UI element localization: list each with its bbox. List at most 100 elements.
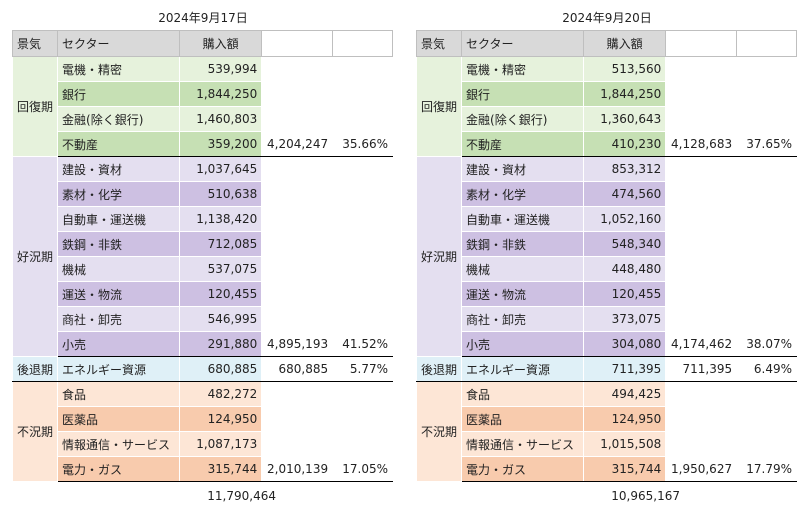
header-phase: 景気 <box>415 30 463 57</box>
empty-cell <box>261 381 334 407</box>
empty-cell <box>736 56 797 82</box>
sector-amount: 711,395 <box>582 356 667 382</box>
empty-cell <box>665 106 738 132</box>
sector-name: 商社・卸売 <box>461 306 584 332</box>
sector-amount: 546,995 <box>178 306 263 332</box>
table-row: 小売 304,080 4,174,462 38.07% <box>417 331 797 357</box>
sector-name: 不動産 <box>57 131 180 157</box>
sector-name: 不動産 <box>461 131 584 157</box>
sector-name: 情報通信・サービス <box>57 431 180 457</box>
sector-name: エネルギー資源 <box>461 356 584 382</box>
table-row: 不況期 食品 494,425 <box>415 381 797 482</box>
table-row: 鉄鋼・非鉄 712,085 <box>13 231 393 257</box>
sector-name: 食品 <box>461 381 584 407</box>
group-subtotal: 4,128,683 <box>665 131 738 157</box>
sector-name: 電力・ガス <box>57 456 180 482</box>
sector-name: 建設・資材 <box>461 156 584 182</box>
group-subtotal: 680,885 <box>261 356 334 382</box>
table-header-row: 景気 セクター 購入額 <box>11 30 393 57</box>
empty-cell <box>332 256 393 282</box>
date-label: 2024年9月20日 <box>562 11 652 25</box>
table-row: 回復期 電機・精密 513,560 <box>415 56 797 157</box>
sector-name: 医薬品 <box>57 406 180 432</box>
sector-amount: 315,744 <box>178 456 263 482</box>
table-row: 自動車・運送機 1,138,420 <box>13 206 393 232</box>
sector-name: 運送・物流 <box>461 281 584 307</box>
empty-cell <box>332 231 393 257</box>
empty-cell <box>332 156 393 182</box>
empty-cell <box>665 206 738 232</box>
table-row: 不動産 359,200 4,204,247 35.66% <box>13 131 393 157</box>
sector-name: 銀行 <box>461 81 584 107</box>
empty-cell <box>736 206 797 232</box>
group-subtotal: 4,895,193 <box>261 331 334 357</box>
empty-cell <box>261 81 334 107</box>
empty-cell <box>332 431 393 457</box>
sector-amount: 291,880 <box>178 331 263 357</box>
table-row: 金融(除く銀行) 1,360,643 <box>417 106 797 132</box>
table-row: 運送・物流 120,455 <box>417 281 797 307</box>
empty-cell <box>261 306 334 332</box>
phase-label: 不況期 <box>415 381 463 482</box>
sector-amount: 410,230 <box>582 131 667 157</box>
group-subtotal: 711,395 <box>665 356 738 382</box>
empty-cell <box>261 106 334 132</box>
header-sector: セクター <box>57 30 180 57</box>
sector-amount: 1,360,643 <box>582 106 667 132</box>
table-row: 情報通信・サービス 1,087,173 <box>13 431 393 457</box>
sector-amount: 494,425 <box>582 381 667 407</box>
table-row: 後退期 エネルギー資源 711,395 711,395 6.49% <box>415 356 797 382</box>
empty-cell <box>665 156 738 182</box>
group-percentage: 6.49% <box>736 356 797 382</box>
phase-label: 不況期 <box>11 381 59 482</box>
phase-label: 好況期 <box>11 156 59 357</box>
sector-name: 鉄鋼・非鉄 <box>461 231 584 257</box>
table-row: 機械 448,480 <box>417 256 797 282</box>
sector-amount: 539,994 <box>178 56 263 82</box>
empty-cell <box>261 156 334 182</box>
phase-label: 回復期 <box>415 56 463 157</box>
sector-amount: 510,638 <box>178 181 263 207</box>
table-row: 自動車・運送機 1,052,160 <box>417 206 797 232</box>
phase-label: 好況期 <box>415 156 463 357</box>
sector-amount: 359,200 <box>178 131 263 157</box>
phase-label: 回復期 <box>11 56 59 157</box>
sector-amount: 537,075 <box>178 256 263 282</box>
sector-table: 景気 セクター 購入額 回復期 電機・精密 539,994 銀行 1,844,250 金融(除く… <box>11 30 393 482</box>
sector-name: 建設・資材 <box>57 156 180 182</box>
sector-name: 小売 <box>57 331 180 357</box>
header-blank <box>736 30 797 57</box>
table-row: 回復期 電機・精密 539,994 <box>11 56 393 157</box>
sector-amount: 304,080 <box>582 331 667 357</box>
group-subtotal: 2,010,139 <box>261 456 334 482</box>
table-row: 機械 537,075 <box>13 256 393 282</box>
empty-cell <box>332 56 393 82</box>
empty-cell <box>736 406 797 432</box>
sector-name: 自動車・運送機 <box>57 206 180 232</box>
table-row: 銀行 1,844,250 <box>13 81 393 107</box>
empty-cell <box>665 431 738 457</box>
sector-amount: 482,272 <box>178 381 263 407</box>
empty-cell <box>261 406 334 432</box>
sector-amount: 124,950 <box>582 406 667 432</box>
sector-amount: 513,560 <box>582 56 667 82</box>
sector-name: 商社・卸売 <box>57 306 180 332</box>
grand-total: 10,965,167 <box>611 489 680 503</box>
sector-name: 銀行 <box>57 81 180 107</box>
sector-amount: 1,844,250 <box>582 81 667 107</box>
sector-table: 景気 セクター 購入額 回復期 電機・精密 513,560 銀行 1,844,250 金融(除く… <box>415 30 797 482</box>
header-amount: 購入額 <box>582 30 667 57</box>
sector-amount: 448,480 <box>582 256 667 282</box>
sector-name: 機械 <box>461 256 584 282</box>
group-percentage: 17.05% <box>332 456 393 482</box>
date-header: 2024年9月17日 <box>12 9 393 25</box>
empty-cell <box>332 206 393 232</box>
empty-cell <box>665 406 738 432</box>
table-row: 電力・ガス 315,744 1,950,627 17.79% <box>417 456 797 482</box>
sector-amount: 1,138,420 <box>178 206 263 232</box>
sector-amount: 120,455 <box>178 281 263 307</box>
sector-name: 素材・化学 <box>461 181 584 207</box>
table-header-row: 景気 セクター 購入額 <box>415 30 797 57</box>
empty-cell <box>261 231 334 257</box>
table-row: 商社・卸売 373,075 <box>417 306 797 332</box>
